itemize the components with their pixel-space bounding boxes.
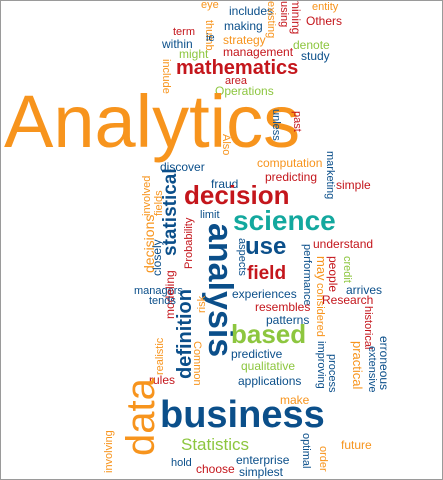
word-simple: simple: [336, 178, 371, 192]
word-making: making: [224, 19, 263, 33]
word-study: study: [301, 49, 330, 63]
word-based: based: [231, 319, 307, 349]
word-qualitative: qualitative: [241, 359, 296, 373]
word-unless: unless: [270, 109, 282, 141]
word-aspects: aspects: [236, 238, 248, 276]
word-field: field: [247, 263, 287, 284]
word-ie: ie: [206, 32, 215, 44]
word-others: Others: [306, 14, 343, 28]
word-make: make: [280, 393, 310, 407]
word-within: within: [162, 37, 193, 51]
word-operations: Operations: [215, 84, 274, 98]
word-probability: Probability: [183, 217, 195, 269]
word-includes: includes: [229, 4, 274, 18]
word-existing: existing: [265, 1, 277, 39]
word-marketing: marketing: [324, 151, 336, 200]
word-managers: managers: [134, 285, 183, 297]
word-credit: credit: [341, 256, 353, 283]
word-involved: involved: [141, 175, 153, 216]
word-predicting: predicting: [265, 170, 318, 184]
word-hold: hold: [171, 457, 192, 469]
word-also: Also: [220, 134, 232, 156]
word-tends: tends: [149, 295, 176, 307]
word-optimal: optimal: [300, 433, 312, 469]
word-mining: mining: [289, 0, 303, 35]
word-enterprise: enterprise: [236, 453, 290, 467]
word-business: business: [160, 394, 325, 436]
word-erroneous: erroneous: [377, 336, 391, 391]
word-denote: denote: [293, 38, 330, 52]
word-experiences: experiences: [232, 287, 297, 301]
word-eye: eye: [201, 0, 219, 11]
word-involving: involving: [103, 430, 115, 473]
word-practical: practical: [350, 341, 365, 390]
word-area: area: [225, 75, 248, 87]
word-discover: discover: [160, 160, 205, 174]
word-process: process: [326, 354, 338, 393]
word-closely: closely: [150, 239, 164, 276]
word-future: future: [341, 438, 372, 452]
word-computation: computation: [257, 156, 323, 170]
word-data: data: [119, 378, 163, 456]
word-term: term: [173, 26, 195, 38]
word-entity: entity: [312, 1, 339, 13]
word-patterns: patterns: [266, 313, 310, 327]
word-decision: decision: [184, 180, 290, 210]
word-statistics: Statistics: [181, 435, 250, 454]
word-performance: performance: [301, 244, 313, 306]
word-might: might: [179, 47, 209, 61]
word-fraud: fraud: [211, 177, 239, 191]
word-using: using: [278, 1, 290, 28]
word-use: use: [245, 233, 287, 260]
word-risk: risk: [196, 295, 208, 313]
word-mathematics: mathematics: [176, 57, 299, 79]
word-limit: limit: [200, 209, 220, 221]
word-management: management: [223, 45, 294, 59]
word-analytics: Analytics: [4, 80, 301, 163]
word-considered: considered: [314, 283, 326, 337]
word-choose: choose: [196, 462, 235, 476]
word-past: past: [291, 111, 303, 132]
word-strategy: strategy: [223, 33, 266, 47]
word-rules: rules: [149, 373, 176, 387]
word-people: people: [326, 256, 340, 293]
word-research: Research: [322, 293, 374, 307]
word-arrives: arrives: [346, 283, 383, 297]
word-predictive: predictive: [231, 347, 283, 361]
word-understand: understand: [313, 237, 374, 251]
word-improving: improving: [315, 341, 327, 389]
word-simplest: simplest: [239, 465, 284, 479]
word-order: order: [317, 446, 329, 472]
word-extensive: extensive: [366, 346, 378, 393]
word-applications: applications: [238, 374, 302, 388]
word-science: science: [233, 205, 336, 236]
word-resembles: resembles: [255, 300, 311, 314]
word-common: Common: [191, 341, 203, 386]
word-realistic: realistic: [154, 337, 166, 375]
